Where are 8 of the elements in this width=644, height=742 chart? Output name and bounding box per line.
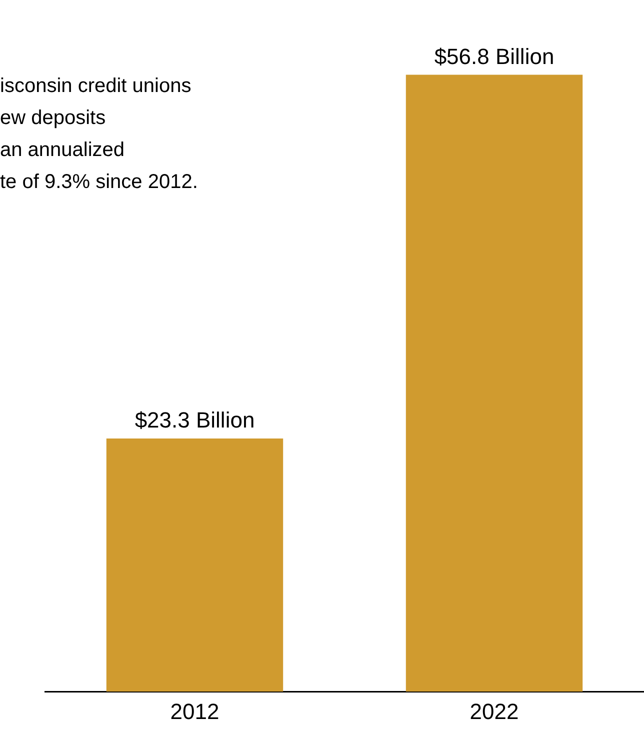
annotation: te of 9.3% since 2012. bbox=[0, 171, 198, 193]
data-label: $23.3 Billion bbox=[134, 408, 255, 433]
x-tick-label: 2012 bbox=[170, 698, 220, 724]
annotation: isconsin credit unions bbox=[0, 75, 192, 97]
annotation: an annualized bbox=[0, 139, 125, 161]
x-tick-label: 2022 bbox=[470, 698, 519, 724]
data-label: $56.8 Billion bbox=[434, 44, 554, 69]
annotation: ew deposits bbox=[0, 107, 106, 129]
